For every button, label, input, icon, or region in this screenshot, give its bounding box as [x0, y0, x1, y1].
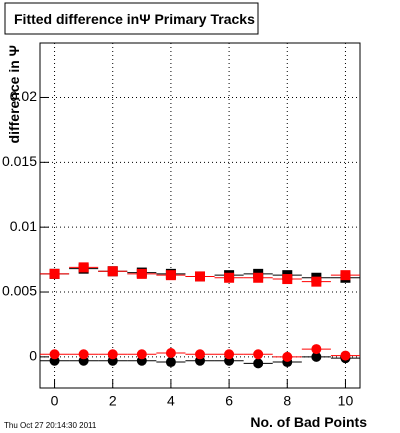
- x-tick-label: 8: [283, 393, 291, 409]
- marker: [311, 344, 322, 355]
- marker: [136, 349, 147, 360]
- marker: [282, 274, 293, 285]
- x-tick-label: 10: [338, 393, 354, 409]
- marker: [253, 349, 264, 360]
- marker: [253, 358, 264, 369]
- marker: [195, 349, 205, 360]
- marker: [49, 349, 60, 360]
- marker: [165, 270, 176, 281]
- y-tick-label: 0: [29, 348, 37, 364]
- marker: [165, 347, 176, 358]
- marker: [78, 262, 89, 273]
- marker: [311, 351, 322, 362]
- x-tick-label: 6: [225, 393, 233, 409]
- marker: [195, 271, 205, 282]
- y-tick-label: 0.005: [2, 283, 37, 299]
- marker: [107, 266, 118, 277]
- x-tick-label: 4: [167, 393, 175, 409]
- marker: [340, 350, 351, 361]
- marker: [340, 270, 351, 281]
- marker: [78, 349, 89, 360]
- marker: [107, 349, 118, 360]
- marker: [253, 272, 264, 283]
- marker: [282, 351, 293, 362]
- x-tick-label: 0: [51, 393, 59, 409]
- y-tick-label: 0.02: [10, 88, 37, 104]
- x-axis-title: No. of Bad Points: [250, 414, 367, 430]
- y-tick-label: 0.01: [10, 218, 37, 234]
- timestamp: Thu Oct 27 20:14:30 2011: [4, 421, 97, 430]
- y-tick-label: 0.015: [2, 153, 37, 169]
- marker: [49, 268, 60, 279]
- marker: [224, 349, 235, 360]
- x-tick-label: 2: [109, 393, 117, 409]
- plot-frame: [39, 42, 361, 389]
- marker: [311, 276, 322, 287]
- y-axis-title: difference in Ψ: [6, 45, 22, 143]
- chart-title: Fitted difference inΨ Primary Tracks: [14, 11, 255, 27]
- marker: [165, 357, 176, 368]
- title-box: [4, 2, 259, 35]
- marker: [136, 268, 147, 279]
- marker: [224, 272, 235, 283]
